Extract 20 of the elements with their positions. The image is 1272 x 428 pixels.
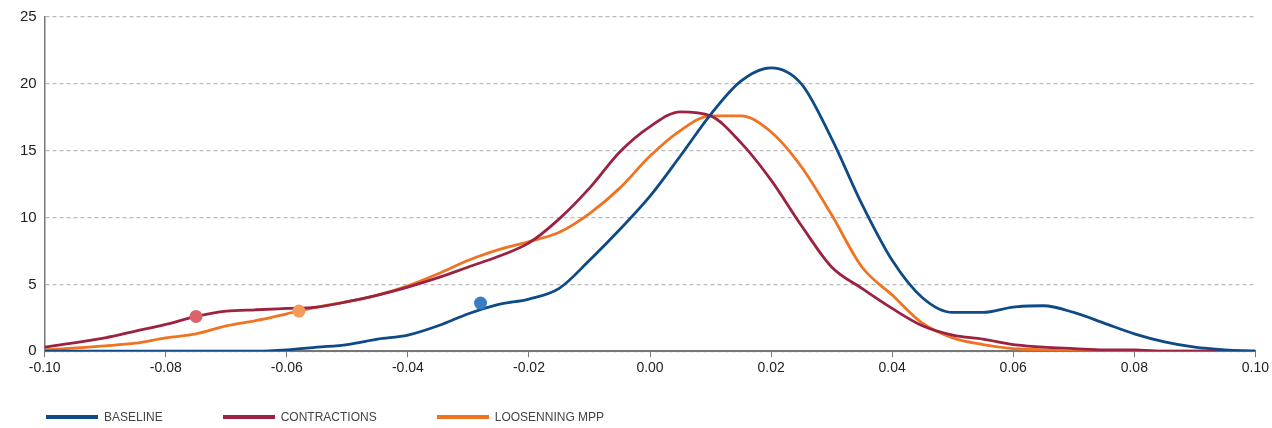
x-tick-label: 0.10	[1241, 359, 1270, 376]
x-tick-label: -0.04	[391, 359, 425, 376]
x-tick-label: 0.04	[878, 359, 907, 376]
x-tick-label: -0.02	[513, 359, 546, 376]
y-tick-label: 10	[20, 207, 37, 225]
legend-label: LOOSENNING MPP	[494, 410, 605, 424]
legend-label: CONTRACTIONS	[280, 410, 377, 424]
x-tick-label: 0.00	[636, 359, 664, 376]
y-tick-label: 5	[28, 274, 37, 292]
y-tick-label: 15	[20, 140, 37, 158]
x-tick-label: 0.08	[1120, 359, 1149, 376]
x-tick-label: 0.02	[757, 359, 785, 376]
x-tick-label: -0.06	[270, 359, 303, 376]
y-tick-label: 25	[20, 7, 37, 25]
legend-label: BASELINE	[104, 410, 163, 424]
y-tick-label: 20	[20, 73, 37, 91]
x-tick-label: -0.10	[28, 359, 61, 376]
y-tick-label: 0	[28, 341, 37, 359]
x-tick-label: -0.08	[149, 359, 182, 376]
x-tick-label: 0.06	[999, 359, 1028, 376]
